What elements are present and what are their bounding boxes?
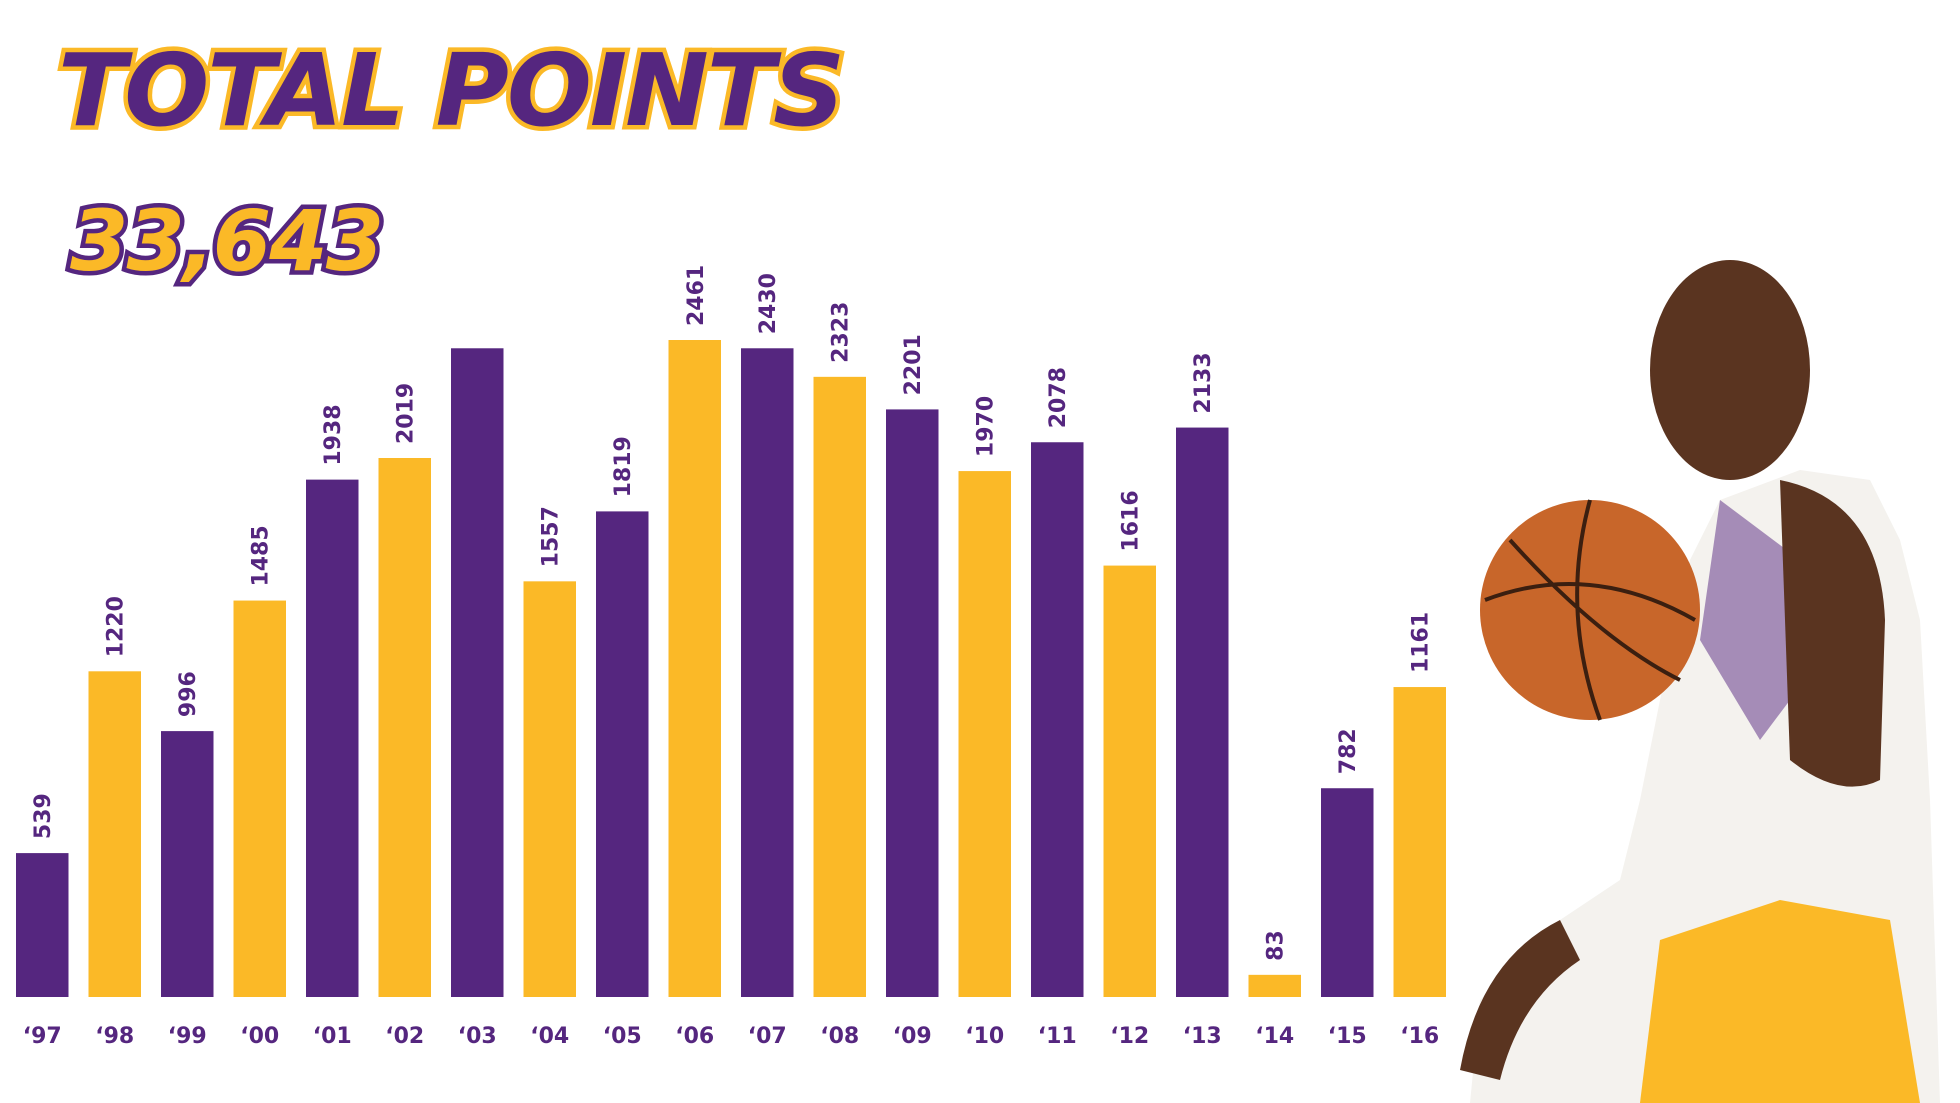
x-tick-label: ‘98 [95,1024,134,1049]
x-tick-label: ‘04 [530,1024,569,1049]
bar [88,671,141,997]
x-tick-label: ‘06 [675,1024,714,1049]
value-label: 1161 [1409,612,1434,673]
value-label: 2019 [394,383,419,444]
bar [886,409,939,998]
value-label: 2461 [684,265,709,326]
x-tick-label: ‘05 [603,1024,642,1049]
bar [596,511,649,997]
value-label: 1220 [104,596,129,657]
bar [161,731,214,997]
bar [1248,974,1301,997]
x-tick-label: ‘99 [168,1024,207,1049]
x-tick-label: ‘11 [1038,1024,1077,1049]
value-label: 782 [1336,728,1361,774]
bar [378,457,431,997]
x-tick-label: ‘08 [820,1024,859,1049]
x-tick-label: ‘16 [1400,1024,1439,1049]
x-tick-label: ‘00 [240,1024,279,1049]
player-photo [1460,260,1940,1103]
bar [813,376,866,997]
bar [451,348,504,998]
x-tick-label: ‘12 [1110,1024,1149,1049]
value-label: 2323 [829,302,854,363]
x-tick-label: ‘15 [1328,1024,1367,1049]
value-label: 1485 [249,525,274,586]
value-label: 2078 [1046,367,1071,428]
bar [1393,687,1446,997]
value-label: 83 [1264,930,1289,961]
x-tick-label: ‘03 [458,1024,497,1049]
bar [668,340,721,997]
x-tick-label: ‘13 [1183,1024,1222,1049]
bar [958,471,1011,997]
chart-subtitle: 33,643 [70,192,382,290]
x-tick-label: ‘14 [1255,1024,1294,1049]
value-label: 1819 [611,436,636,497]
bar [1321,788,1374,997]
bar [1103,565,1156,997]
chart-title: TOTAL POINTS [58,32,843,149]
bar [233,600,286,997]
value-label: 1557 [539,506,564,567]
value-label: 1616 [1119,490,1144,551]
x-tick-label: ‘02 [385,1024,424,1049]
value-label: 2430 [756,273,781,334]
value-label: 2133 [1191,352,1216,413]
bar [306,479,359,997]
x-tick-label: ‘10 [965,1024,1004,1049]
value-label: 539 [31,793,56,839]
bar [16,853,69,997]
x-tick-label: ‘07 [748,1024,787,1049]
bar [741,348,794,998]
x-tick-label: ‘01 [313,1024,352,1049]
bar [1031,442,1084,998]
x-tick-label: ‘97 [23,1024,62,1049]
bar [523,581,576,997]
value-label: 1938 [321,404,346,465]
value-label: 1970 [974,396,999,457]
value-label: 2201 [901,334,926,395]
x-tick-label: ‘09 [893,1024,932,1049]
value-label: 996 [176,671,201,717]
bar [1176,427,1229,997]
